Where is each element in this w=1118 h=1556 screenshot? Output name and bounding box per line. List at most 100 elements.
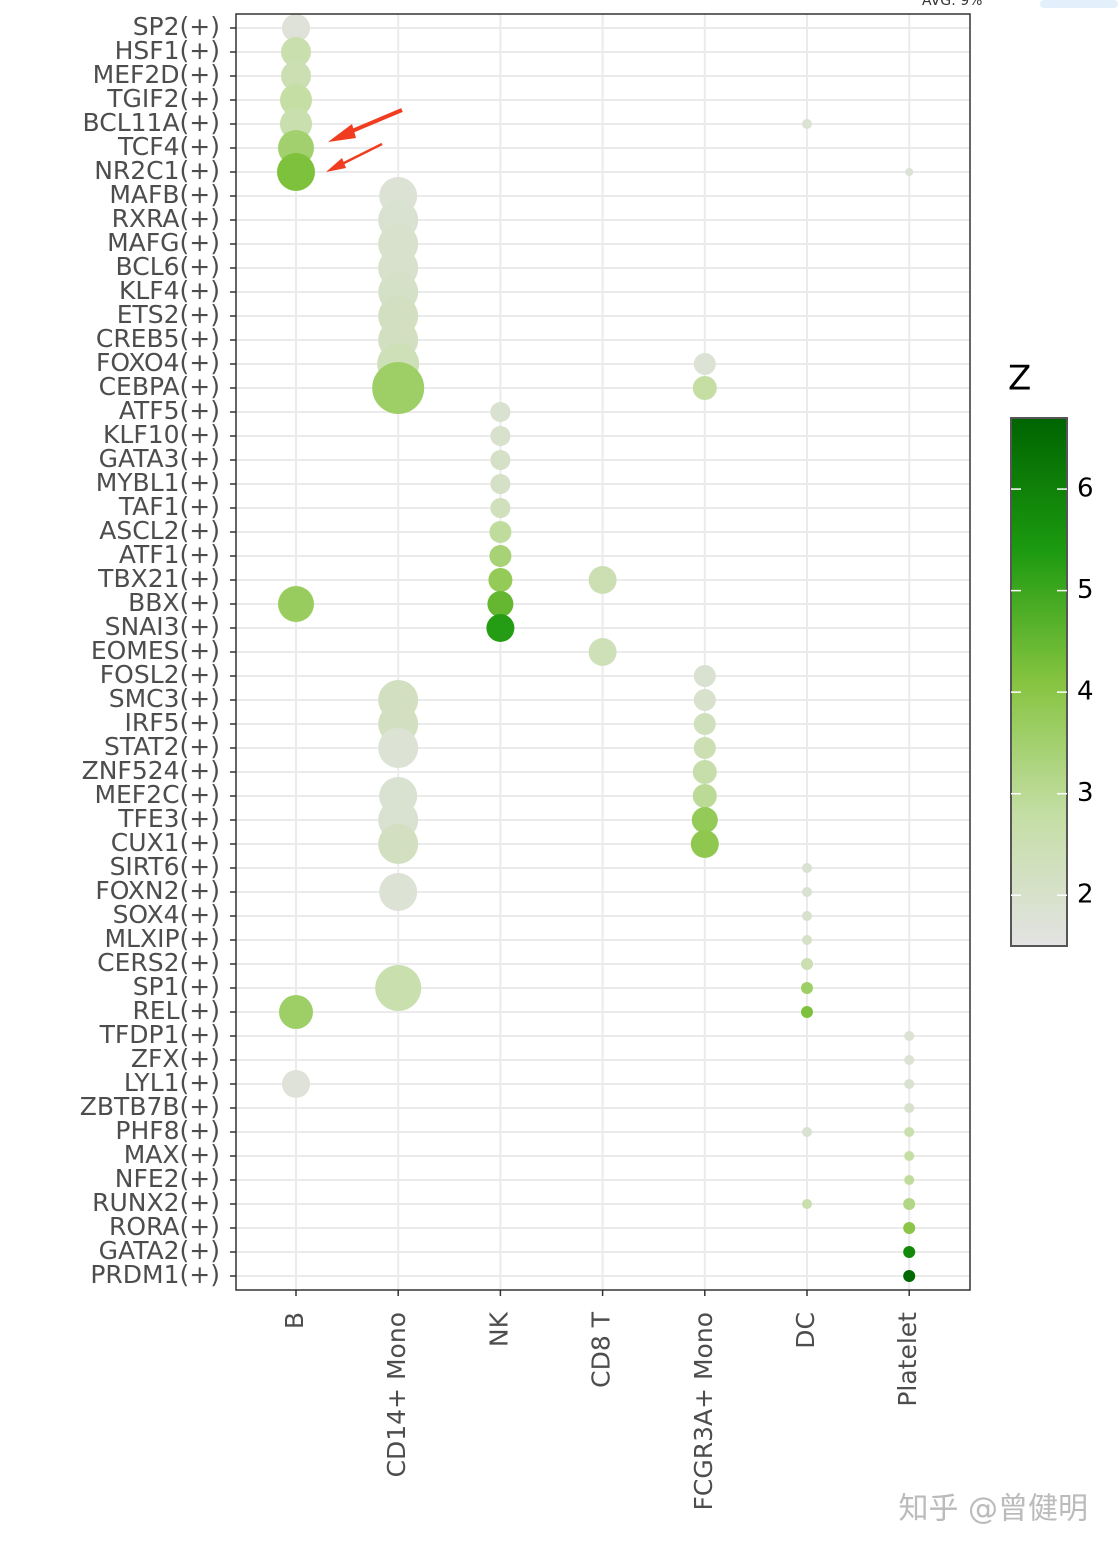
x-tick-label: CD14+ Mono xyxy=(382,1312,411,1477)
dot xyxy=(588,566,617,594)
dot xyxy=(375,965,422,1011)
dot xyxy=(802,887,812,897)
y-tick-label: RUNX2(+) xyxy=(92,1188,220,1217)
y-tick-label: MLXIP(+) xyxy=(104,924,220,953)
dot xyxy=(802,119,812,129)
dot xyxy=(802,911,812,921)
y-tick-label: KLF4(+) xyxy=(119,276,220,305)
dot xyxy=(281,61,311,91)
y-tick-label: PHF8(+) xyxy=(115,1116,220,1145)
legend-title: Z xyxy=(1008,359,1031,399)
y-tick-label: RXRA(+) xyxy=(112,204,220,233)
dot xyxy=(490,474,511,494)
colorbar-tick-label: 3 xyxy=(1077,778,1094,808)
y-tick-label: KLF10(+) xyxy=(103,420,220,449)
y-tick-label: PRDM1(+) xyxy=(90,1260,220,1289)
y-tick-label: TFE3(+) xyxy=(117,804,220,833)
colorbar-tick-label: 5 xyxy=(1077,575,1094,605)
arrows xyxy=(326,108,403,172)
dot xyxy=(904,1031,915,1041)
y-tick-label: BBX(+) xyxy=(128,588,220,617)
dot xyxy=(802,1127,812,1137)
y-tick-label: ZBTB7B(+) xyxy=(80,1092,220,1121)
y-tick-label: ZFX(+) xyxy=(131,1044,220,1073)
y-tick-label: ZNF524(+) xyxy=(82,756,220,785)
dot xyxy=(490,402,511,422)
x-tick-label: DC xyxy=(791,1312,820,1349)
dot xyxy=(903,1198,916,1210)
y-tick-label: REL(+) xyxy=(132,996,220,1025)
y-tick-label: IRF5(+) xyxy=(125,708,220,737)
y-tick-label: MEF2C(+) xyxy=(94,780,220,809)
y-tick-label: SNAI3(+) xyxy=(105,612,220,641)
dot xyxy=(281,37,311,67)
dot xyxy=(278,586,314,622)
dot xyxy=(904,1127,915,1137)
colorbar xyxy=(1010,417,1068,947)
dot xyxy=(378,824,419,864)
dot xyxy=(904,1055,915,1065)
badge xyxy=(908,0,988,10)
y-tick-label: SP2(+) xyxy=(133,12,220,41)
y-tick-label: GATA3(+) xyxy=(99,444,220,473)
y-tick-label: TGIF2(+) xyxy=(106,84,220,113)
dot xyxy=(801,982,813,994)
dot xyxy=(692,376,717,400)
colorbar-tick-label: 2 xyxy=(1077,880,1094,910)
dot xyxy=(372,362,425,414)
y-tick-label: ETS2(+) xyxy=(117,300,220,329)
dot xyxy=(903,1222,916,1234)
dot xyxy=(801,958,813,970)
dot xyxy=(905,168,914,176)
y-tick-label: BCL6(+) xyxy=(116,252,220,281)
y-tick-label: SP1(+) xyxy=(133,972,220,1001)
dot xyxy=(801,1006,813,1018)
dot xyxy=(904,1175,915,1185)
x-tick-label: CD8 T xyxy=(587,1311,616,1388)
y-tick-label: ATF1(+) xyxy=(119,540,220,569)
y-tick-label: BCL11A(+) xyxy=(83,108,220,137)
dot xyxy=(903,1246,916,1258)
y-tick-label: FOSL2(+) xyxy=(100,660,220,689)
dot xyxy=(693,689,716,711)
y-tick-label: MAFB(+) xyxy=(109,180,220,209)
dot xyxy=(692,760,717,784)
dot xyxy=(904,1079,915,1089)
y-tick-label: MAFG(+) xyxy=(107,228,220,257)
dot xyxy=(588,638,617,666)
dot xyxy=(279,995,313,1029)
dot xyxy=(692,784,717,808)
y-tick-label: TBX21(+) xyxy=(97,564,220,593)
y-tick-label: CREB5(+) xyxy=(96,324,220,353)
y-tick-label: NFE2(+) xyxy=(115,1164,220,1193)
dot xyxy=(904,1103,915,1113)
y-tick-label: HSF1(+) xyxy=(115,36,220,65)
y-tick-label: LYL1(+) xyxy=(124,1068,220,1097)
y-tick-label: TCF4(+) xyxy=(117,132,220,161)
y-tick-label: EOMES(+) xyxy=(91,636,220,665)
arrowhead xyxy=(328,124,356,142)
dot xyxy=(378,728,419,768)
y-tick-label: TAF1(+) xyxy=(118,492,220,521)
y-tick-label: CEBPA(+) xyxy=(99,372,220,401)
y-tick-label: RORA(+) xyxy=(109,1212,220,1241)
arrowhead xyxy=(326,158,346,172)
dot xyxy=(282,14,310,42)
y-tick-label: MAX(+) xyxy=(124,1140,220,1169)
y-tick-label: STAT2(+) xyxy=(104,732,220,761)
y-tick-label: ATF5(+) xyxy=(119,396,220,425)
plot-area: SP2(+)HSF1(+)MEF2D(+)TGIF2(+)BCL11A(+)TC… xyxy=(80,12,971,1511)
dot xyxy=(690,830,719,858)
y-tick-label: CERS2(+) xyxy=(97,948,220,977)
x-tick-label: B xyxy=(280,1312,309,1329)
y-tick-label: CUX1(+) xyxy=(111,828,220,857)
colorbar-tick-label: 4 xyxy=(1077,677,1094,707)
dot xyxy=(691,807,718,833)
dot xyxy=(280,84,312,116)
dot xyxy=(802,1199,812,1209)
watermark: 知乎 @曾健明 xyxy=(898,1492,1088,1527)
y-tick-label: FOXN2(+) xyxy=(95,876,220,905)
y-tick-label: FOXO4(+) xyxy=(96,348,220,377)
dot xyxy=(489,521,512,543)
